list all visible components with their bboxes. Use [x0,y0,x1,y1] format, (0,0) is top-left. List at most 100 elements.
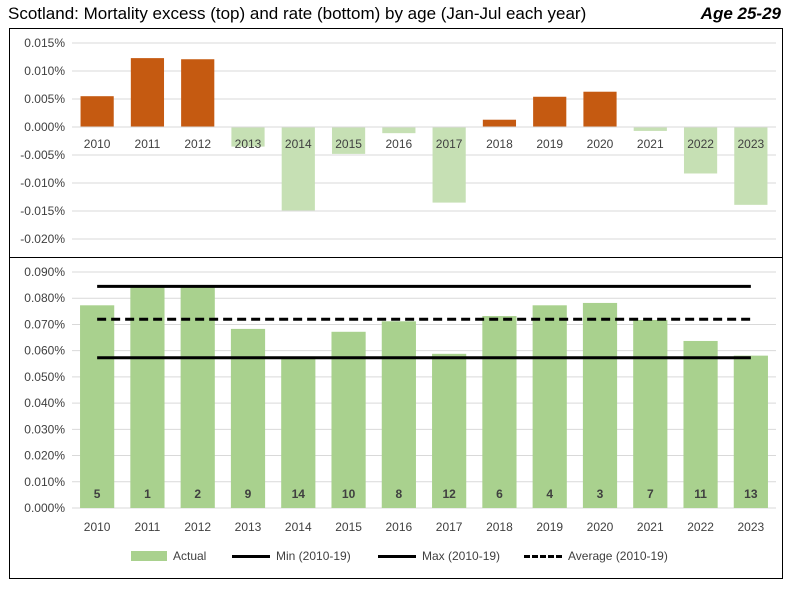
age-group-label: Age 25-29 [700,4,781,23]
actual-bar [633,319,668,508]
excess-bar [482,119,517,127]
excess-bar [130,58,165,127]
actual-bar [180,286,215,508]
x-tick-label: 2019 [536,137,563,151]
legend-item-min: Min (2010-19) [232,546,351,566]
x-tick-label: 2018 [486,520,513,534]
y-tick-label: -0.005% [20,148,65,162]
x-tick-label: 2019 [536,520,563,534]
rank-label: 7 [647,487,654,501]
rank-label: 8 [396,487,403,501]
x-tick-label: 2021 [637,520,664,534]
excess-bar [231,127,265,147]
legend-label-actual: Actual [173,549,207,563]
y-tick-label: 0.005% [24,92,65,106]
rank-label: 6 [496,487,503,501]
y-tick-label: 0.015% [24,36,65,50]
excess-chart-panel: 0.015% 0.010% 0.005% 0.000% -0.005% -0.010% -0… [9,28,783,258]
x-tick-label: 2016 [386,520,413,534]
excess-chart: 0.015% 0.010% 0.005% 0.000% -0.005% -0.010% -0… [20,36,776,246]
x-tick-label: 2014 [285,520,312,534]
x-tick-label: 2010 [84,520,111,534]
legend-item-max: Max (2010-19) [378,546,500,566]
actual-bar [683,340,718,508]
excess-bar [382,127,416,134]
chart-title: Scotland: Mortality excess (top) and rat… [8,4,587,23]
x-tick-label: 2015 [335,520,362,534]
rank-label: 2 [194,487,201,501]
y-tick-label: 0.060% [24,344,65,358]
actual-bar [482,316,517,508]
actual-bar [582,302,618,508]
x-tick-label: 2022 [687,520,714,534]
excess-bar [734,127,768,205]
x-tick-label: 2023 [738,520,765,534]
actual-bar [733,355,768,508]
legend-swatch-average [524,554,562,558]
y-tick-label: 0.000% [24,120,65,134]
excess-bar [633,127,667,131]
actual-bar [230,328,266,508]
chart-legend: Actual Min (2010-19) Max (2010-19) Avera… [10,546,784,566]
legend-label-max: Max (2010-19) [422,549,501,563]
x-tick-label: 2010 [84,137,111,151]
actual-bar [281,357,316,508]
rank-label: 12 [442,487,456,501]
x-tick-label: 2014 [285,137,312,151]
y-tick-label: 0.000% [24,501,65,515]
y-tick-label: 0.070% [24,317,65,331]
x-tick-label: 2020 [587,137,614,151]
rank-label: 13 [744,487,758,501]
actual-bar [80,305,115,508]
y-tick-label: 0.050% [24,370,65,384]
y-tick-label: 0.010% [24,64,65,78]
legend-item-average: Average (2010-19) [524,546,668,566]
legend-label-average: Average (2010-19) [568,549,668,563]
legend-label-min: Min (2010-19) [276,549,351,563]
actual-bar [532,305,567,508]
rate-chart-panel: 0.090% 0.080% 0.070% 0.060% 0.050% 0.040% 0.03… [9,257,783,579]
rank-label: 10 [342,487,356,501]
excess-bar [683,127,718,174]
rank-label: 3 [597,487,604,501]
x-tick-label: 2017 [436,520,463,534]
legend-swatch-min [232,554,270,558]
x-tick-label: 2011 [135,137,161,151]
rank-label: 5 [94,487,101,501]
excess-bar [281,127,315,211]
x-tick-label: 2013 [235,520,262,534]
y-tick-label: 0.040% [24,396,65,410]
rank-label: 4 [546,487,553,501]
y-tick-label: 0.010% [24,475,65,489]
excess-bar [80,96,114,127]
legend-swatch-max [378,554,416,558]
excess-bar [181,59,215,127]
y-tick-label: 0.090% [24,265,65,279]
x-tick-label: 2017 [436,137,463,151]
y-tick-label: 0.030% [24,422,65,436]
y-tick-label: 0.080% [24,291,65,305]
rank-label: 11 [694,487,707,501]
actual-bar [432,353,467,508]
legend-swatch-actual [131,551,167,561]
y-tick-label: -0.020% [20,232,65,246]
x-tick-label: 2012 [184,137,211,151]
y-tick-label: 0.020% [24,449,65,463]
excess-bar [331,127,366,154]
excess-bar [583,91,617,127]
rank-label: 1 [144,487,151,501]
actual-bar [331,331,366,508]
rate-chart: 0.090% 0.080% 0.070% 0.060% 0.050% 0.040% 0.03… [24,265,776,534]
y-tick-label: -0.015% [20,204,65,218]
excess-bar [432,127,466,203]
x-tick-label: 2022 [687,137,714,151]
x-tick-label: 2021 [637,137,664,151]
actual-bar [130,286,165,508]
excess-bar [533,96,567,127]
x-tick-label: 2018 [486,137,513,151]
x-tick-label: 2016 [386,137,413,151]
legend-item-actual: Actual [131,546,206,566]
x-tick-label: 2013 [235,137,262,151]
y-tick-label: -0.010% [20,176,65,190]
actual-bar [381,321,416,508]
